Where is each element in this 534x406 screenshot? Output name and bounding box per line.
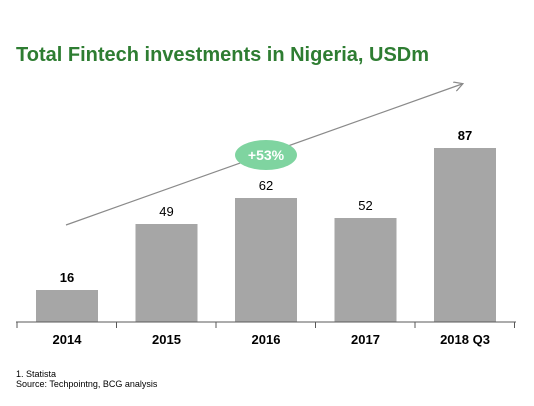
x-tick-label: 2017 bbox=[351, 332, 380, 347]
x-tick-label: 2014 bbox=[53, 332, 83, 347]
footnote-note: 1. Statista bbox=[16, 369, 57, 379]
data-label: 49 bbox=[159, 204, 173, 219]
chart-title: Total Fintech investments in Nigeria, US… bbox=[16, 44, 430, 66]
data-label: 16 bbox=[60, 270, 74, 285]
growth-badge bbox=[235, 140, 297, 170]
growth-badge-label: +53% bbox=[248, 147, 285, 163]
bar-2017 bbox=[334, 218, 397, 322]
source-note: Source: Techpointng, BCG analysis bbox=[16, 379, 158, 389]
bar-2018-q3 bbox=[434, 148, 496, 322]
data-label: 52 bbox=[358, 198, 372, 213]
x-tick-label: 2018 Q3 bbox=[440, 332, 490, 347]
data-label: 87 bbox=[458, 128, 472, 143]
bar-2015 bbox=[135, 224, 198, 322]
x-tick-label: 2016 bbox=[252, 332, 281, 347]
data-label: 62 bbox=[259, 178, 273, 193]
x-tick-label: 2015 bbox=[152, 332, 181, 347]
bar-2016 bbox=[235, 198, 297, 322]
bar-2014 bbox=[36, 290, 98, 322]
footnotes: 1. Statista Source: Techpointng, BCG ana… bbox=[16, 369, 157, 389]
